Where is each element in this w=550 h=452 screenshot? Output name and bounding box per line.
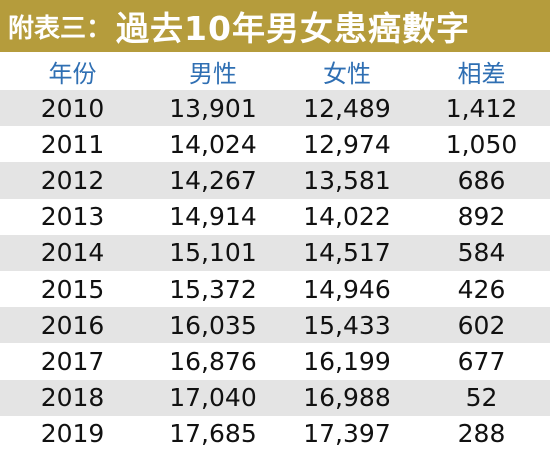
table-cell: 14,024 [169, 129, 257, 159]
table-row: 2010 13,901 12,489 1,412 [0, 90, 550, 127]
table-cell: 584 [457, 238, 506, 268]
table-row: 2016 16,035 15,433 602 [0, 307, 550, 344]
column-header: 女性 [323, 59, 371, 88]
table-cell: 2013 [40, 202, 105, 232]
column-header: 男性 [189, 59, 237, 88]
table-cell: 2016 [40, 310, 105, 340]
table-cell: 426 [457, 274, 506, 304]
table-cell: 602 [457, 310, 506, 340]
title: 過去10年男女患癌數字 [116, 9, 470, 48]
table-cell: 17,685 [169, 419, 257, 449]
table-cell: 2014 [40, 238, 105, 268]
table-cell: 14,517 [303, 238, 391, 268]
table-cell: 2017 [40, 346, 105, 376]
table-cell: 17,397 [303, 419, 391, 449]
column-header: 相差 [457, 59, 506, 88]
table-cell: 15,433 [303, 310, 391, 340]
table-cell: 2018 [40, 383, 105, 413]
table-cell: 2012 [40, 165, 105, 195]
table-cell: 16,876 [169, 346, 257, 376]
table-cell: 12,489 [303, 93, 391, 123]
table-cell: 14,022 [303, 202, 391, 232]
table-row: 2017 16,876 16,199 677 [0, 343, 550, 379]
table-cell: 17,040 [169, 383, 257, 413]
table-cell: 16,035 [169, 310, 257, 340]
table-row: 2019 17,685 17,397 288 [0, 416, 550, 452]
table-cell: 2019 [40, 419, 105, 449]
table-cell: 13,901 [169, 93, 257, 123]
table-cell: 16,199 [303, 346, 391, 376]
table-cell: 2010 [40, 93, 105, 123]
table-cell: 1,050 [445, 129, 518, 159]
table-cell: 15,101 [169, 238, 257, 268]
table-cell: 15,372 [169, 274, 257, 304]
table: 年份 男性 女性 相差 2010 13,901 12,489 1,412 2011 14,024 1… [0, 52, 550, 452]
column-header: 年份 [48, 59, 97, 88]
table-row: 2018 17,040 16,988 52 [0, 379, 550, 416]
table-row: 2012 14,267 13,581 686 [0, 162, 550, 199]
table-cell: 16,988 [303, 383, 391, 413]
table-cell: 13,581 [303, 165, 391, 195]
table-cell: 52 [465, 383, 498, 413]
table-cell: 2015 [40, 274, 105, 304]
table-cell: 14,914 [169, 202, 257, 232]
table-cell: 14,946 [303, 274, 391, 304]
table-cell: 2011 [40, 129, 105, 159]
title-bar: 附表三： 過去10年男女患癌數字 [0, 0, 550, 52]
table-row: 2014 15,101 14,517 584 [0, 234, 550, 271]
table-cell: 892 [457, 202, 506, 232]
table-cell: 14,267 [169, 165, 257, 195]
table-row: 2013 14,914 14,022 892 [0, 199, 550, 235]
title-label: 附表三： [8, 13, 113, 44]
table-cell: 288 [457, 419, 506, 449]
table-row: 2011 14,024 12,974 1,050 [0, 126, 550, 162]
table-cell: 677 [457, 346, 506, 376]
table-cell: 12,974 [303, 129, 391, 159]
table-cell: 686 [457, 165, 506, 195]
table-row: 2015 15,372 14,946 426 [0, 271, 550, 307]
table-cell: 1,412 [445, 93, 518, 123]
header-row: 年份 男性 女性 相差 [0, 52, 550, 90]
